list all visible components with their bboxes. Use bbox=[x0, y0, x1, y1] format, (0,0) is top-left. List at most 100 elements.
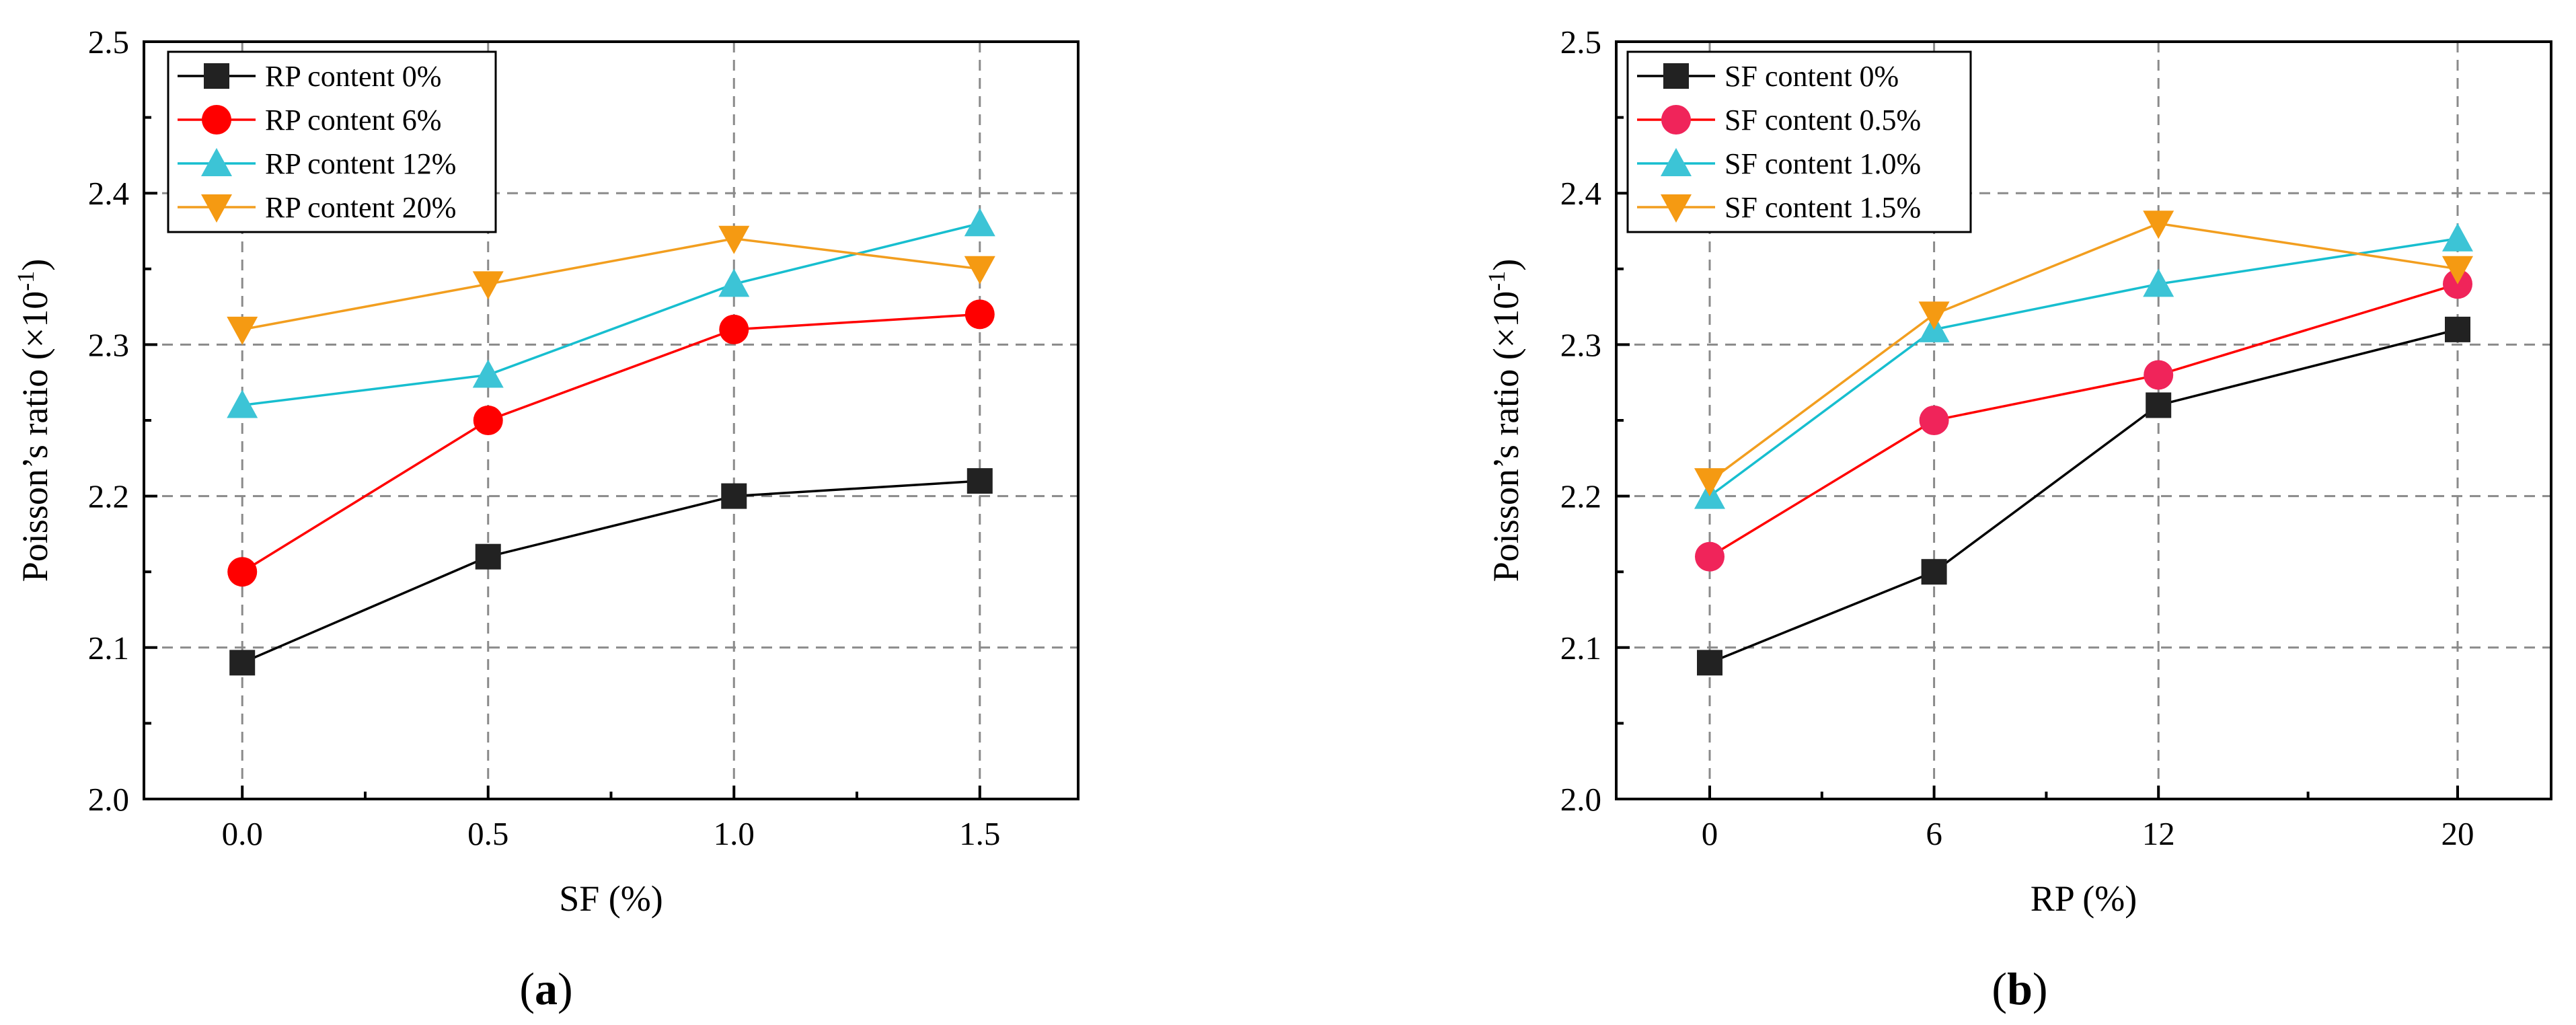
y-tick-label: 2.2 bbox=[1560, 478, 1601, 515]
data-point bbox=[2442, 223, 2473, 252]
legend-label: RP content 0% bbox=[265, 60, 441, 93]
data-point bbox=[1918, 301, 1950, 330]
data-point bbox=[721, 483, 747, 509]
data-point bbox=[2143, 268, 2174, 297]
data-point bbox=[1695, 541, 1725, 572]
data-point bbox=[964, 299, 995, 330]
x-tick-label: 0.5 bbox=[467, 815, 508, 852]
series-2 bbox=[1694, 223, 2473, 509]
y-axis: 2.0 2.1 2.2 2.3 2.4 2.5 bbox=[88, 24, 157, 818]
data-point bbox=[964, 256, 995, 284]
x-tick-label: 12 bbox=[2142, 815, 2175, 852]
x-axis-label: SF (%) bbox=[559, 878, 663, 919]
legend-item: RP content 20% bbox=[178, 191, 456, 224]
legend-label: RP content 6% bbox=[265, 104, 441, 137]
data-point bbox=[1919, 406, 1949, 435]
legend-label: SF content 1.5% bbox=[1725, 191, 1921, 224]
legend-item: RP content 0% bbox=[178, 60, 441, 93]
y-tick-label: 2.5 bbox=[88, 24, 129, 61]
y-tick-label: 2.0 bbox=[88, 781, 129, 818]
data-point bbox=[227, 389, 258, 418]
legend-label: SF content 0% bbox=[1725, 60, 1899, 93]
y-tick-label: 2.3 bbox=[88, 326, 129, 363]
legend-marker bbox=[201, 148, 232, 176]
y-tick-label: 2.5 bbox=[1560, 24, 1601, 61]
x-tick-label: 0 bbox=[1702, 815, 1718, 852]
legend-marker bbox=[202, 105, 231, 135]
data-point bbox=[473, 406, 503, 435]
legend-label: SF content 0.5% bbox=[1725, 104, 1921, 137]
x-axis: 0 6 12 20 bbox=[1702, 786, 2474, 852]
y-tick-label: 2.1 bbox=[1560, 630, 1601, 667]
y-tick-label: 2.4 bbox=[88, 175, 129, 212]
legend-item: RP content 12% bbox=[178, 147, 456, 180]
x-axis: 0.0 0.5 1.0 1.5 bbox=[222, 786, 1000, 852]
data-point bbox=[472, 359, 504, 388]
legend-marker bbox=[204, 63, 229, 89]
data-point bbox=[2445, 316, 2470, 342]
data-point bbox=[1921, 559, 1947, 585]
x-tick-label: 6 bbox=[1926, 815, 1942, 852]
series-line bbox=[241, 313, 980, 573]
series-line bbox=[1709, 282, 2458, 558]
x-axis-label: RP (%) bbox=[2031, 878, 2137, 919]
panel-label: (a) bbox=[519, 963, 572, 1014]
series-1 bbox=[227, 299, 995, 587]
legend-marker bbox=[1661, 148, 1692, 176]
data-point bbox=[2143, 211, 2174, 239]
x-tick-label: 1.5 bbox=[959, 815, 1000, 852]
data-point bbox=[718, 268, 750, 297]
y-axis-label: Poisson’s ratio (×10-1) bbox=[1483, 259, 1526, 582]
legend-item: SF content 0.5% bbox=[1637, 104, 1921, 137]
y-tick-label: 2.0 bbox=[1560, 781, 1601, 818]
legend-label: SF content 1.0% bbox=[1725, 147, 1921, 180]
y-tick-label: 2.3 bbox=[1560, 326, 1601, 363]
data-point bbox=[719, 314, 749, 344]
series-2 bbox=[227, 208, 995, 418]
data-point bbox=[718, 225, 750, 254]
series-line bbox=[241, 222, 981, 407]
series-0 bbox=[1697, 316, 2470, 676]
legend-label: RP content 12% bbox=[265, 147, 456, 180]
series-line bbox=[241, 237, 981, 331]
series-3 bbox=[227, 225, 995, 345]
series-line bbox=[1708, 222, 2458, 482]
data-point bbox=[1694, 468, 1725, 497]
y-axis: 2.0 2.1 2.2 2.3 2.4 2.5 bbox=[1560, 24, 1630, 818]
series-line bbox=[1708, 237, 2458, 498]
legend-item: RP content 6% bbox=[178, 104, 441, 137]
series-0 bbox=[229, 468, 993, 676]
data-point bbox=[2442, 256, 2473, 284]
x-tick-label: 20 bbox=[2441, 815, 2474, 852]
data-point bbox=[967, 468, 993, 494]
data-point bbox=[2146, 392, 2172, 418]
panel-label: (b) bbox=[1992, 963, 2047, 1014]
x-tick-label: 0.0 bbox=[222, 815, 263, 852]
legend-item: SF content 0% bbox=[1637, 60, 1899, 93]
data-point bbox=[472, 271, 504, 300]
x-tick-label: 1.0 bbox=[714, 815, 755, 852]
data-point bbox=[2144, 360, 2174, 390]
legend-marker bbox=[1661, 105, 1691, 135]
y-axis-label: Poisson’s ratio (×10-1) bbox=[12, 259, 55, 582]
legend: RP content 0% RP content 6% RP content 12%… bbox=[167, 50, 497, 233]
legend-marker bbox=[1663, 63, 1689, 89]
legend-item: SF content 1.0% bbox=[1637, 147, 1921, 180]
y-tick-label: 2.1 bbox=[88, 630, 129, 667]
y-tick-label: 2.2 bbox=[88, 478, 129, 515]
legend-item: SF content 1.5% bbox=[1637, 191, 1921, 224]
series-1 bbox=[1695, 269, 2472, 572]
legend: SF content 0% SF content 0.5% SF content 1… bbox=[1626, 50, 1972, 233]
series-3 bbox=[1694, 211, 2473, 497]
legend-label: RP content 20% bbox=[265, 191, 456, 224]
chart-panel-b: 2.0 2.1 2.2 2.3 2.4 2.5 0 6 12 20 RP (%) Poisson’s … bbox=[1483, 24, 2552, 1014]
data-point bbox=[229, 650, 256, 676]
y-tick-label: 2.4 bbox=[1560, 175, 1601, 212]
legend-marker bbox=[201, 194, 232, 223]
data-point bbox=[964, 208, 995, 237]
chart-panel-a: 2.0 2.1 2.2 2.3 2.4 2.5 0.0 0.5 1.0 1.5 SF (%) Pois… bbox=[12, 24, 1079, 1014]
data-point bbox=[227, 557, 258, 587]
series-line bbox=[1709, 328, 2458, 664]
data-point bbox=[227, 316, 258, 345]
